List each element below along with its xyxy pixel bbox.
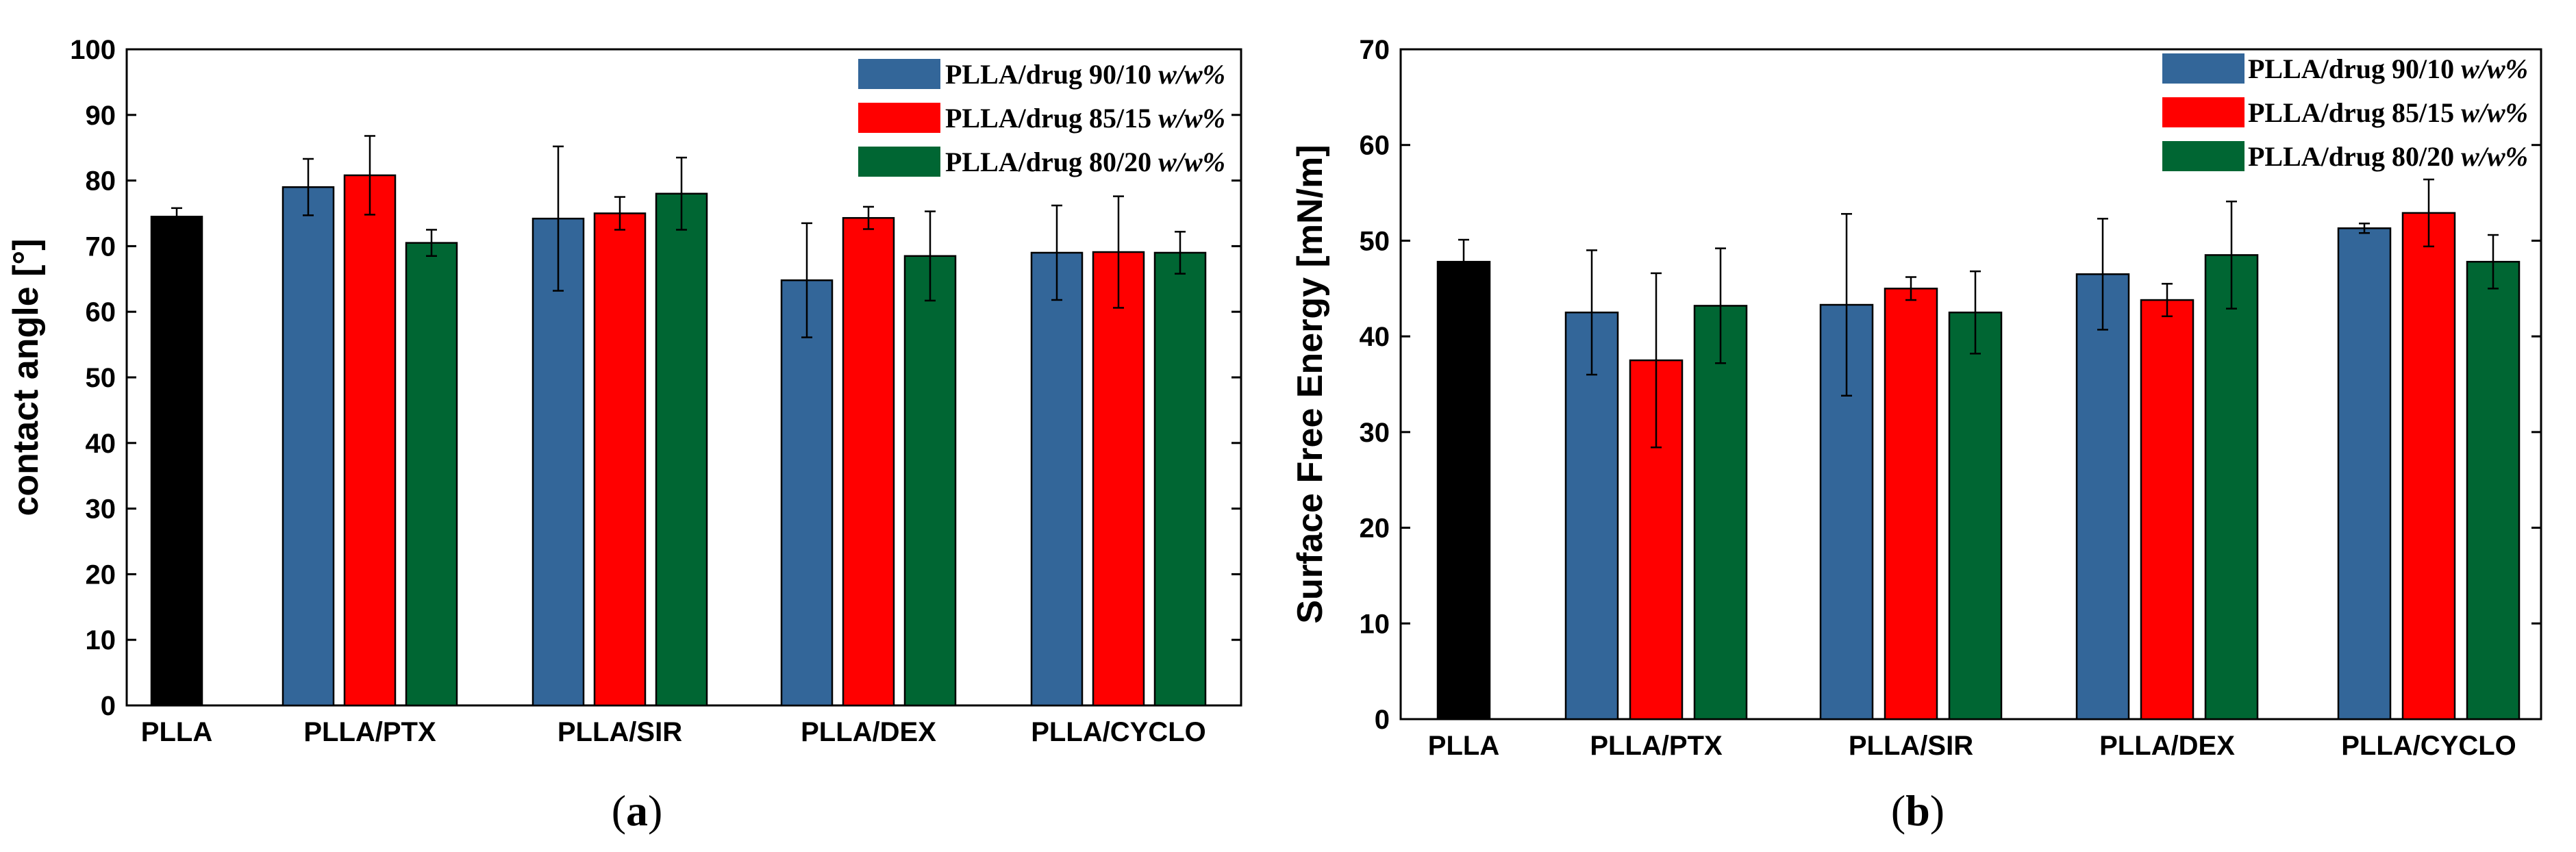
y-tick-label: 0 [101, 691, 116, 721]
legend-unit: w/w% [1158, 59, 1225, 90]
legend-series-name: PLLA/drug 80/20 [945, 147, 1158, 177]
y-tick-label: 40 [86, 429, 116, 459]
legend-series-name: PLLA/drug 80/20 [2248, 141, 2461, 172]
caption-open: ( [612, 786, 626, 835]
bar [2466, 260, 2521, 721]
chart-b: 0 10 20 30 40 50 60 70 Surface Free Energy [mN/m… [1290, 35, 2542, 835]
bar [2075, 273, 2130, 721]
legend-unit: w/w% [2461, 97, 2528, 128]
panel-caption: (a) [612, 786, 663, 835]
bar [593, 212, 647, 707]
bar [1693, 305, 1748, 721]
bar [903, 255, 957, 707]
legend-unit: w/w% [2461, 141, 2528, 172]
legend-series-name: PLLA/drug 85/15 [2248, 97, 2461, 128]
y-tick-label: 60 [86, 297, 116, 327]
chart-a: 0 10 20 30 40 50 60 70 80 90 100 contact angle [°] P… [6, 35, 1242, 835]
y-tick-label: 10 [86, 625, 116, 655]
legend-swatch [858, 103, 940, 133]
x-category-label: PLLA/CYCLO [1031, 717, 1206, 747]
legend-label: PLLA/drug 90/10 w/w% [945, 59, 1225, 90]
legend-swatch [2162, 141, 2244, 171]
legend-series-name: PLLA/drug 85/15 [945, 103, 1158, 134]
y-tick-label: 90 [86, 101, 116, 131]
caption-open: ( [1891, 786, 1905, 835]
y-tick-label: 20 [1360, 514, 1390, 544]
panel-caption: (b) [1891, 786, 1944, 835]
legend-label: PLLA/drug 80/20 w/w% [945, 147, 1225, 177]
bar [2140, 299, 2194, 721]
x-category-label: PLLA/DEX [801, 717, 936, 747]
bar [1030, 251, 1084, 707]
bar [1153, 251, 1207, 707]
bar [1884, 288, 1938, 721]
y-tick-label: 30 [86, 494, 116, 525]
y-axis-title: contact angle [°] [6, 238, 46, 516]
x-category-label: PLLA/SIR [558, 717, 682, 747]
caption-letter: b [1905, 786, 1930, 835]
x-category-label: PLLA/DEX [2099, 731, 2235, 761]
legend-unit: w/w% [1158, 147, 1225, 177]
bar [1436, 260, 1491, 721]
legend-series-name: PLLA/drug 90/10 [945, 59, 1158, 90]
legend-swatch [858, 59, 940, 89]
y-tick-label: 100 [70, 35, 116, 65]
bar [343, 174, 397, 707]
y-tick-label: 70 [1360, 35, 1390, 65]
x-category-label: PLLA/SIR [1849, 731, 1973, 761]
y-tick-label: 20 [86, 560, 116, 590]
legend-label: PLLA/drug 90/10 w/w% [2248, 53, 2528, 84]
x-category-label: PLLA/CYCLO [2341, 731, 2516, 761]
legend-label: PLLA/drug 85/15 w/w% [945, 103, 1225, 134]
bar [1948, 311, 2003, 721]
x-category-label: PLLA [141, 717, 212, 747]
bar [150, 216, 203, 707]
caption-close: ) [648, 786, 662, 835]
legend-unit: w/w% [2461, 53, 2528, 84]
bar [405, 242, 458, 707]
y-tick-label: 30 [1360, 418, 1390, 448]
legend-swatch [2162, 97, 2244, 127]
bar [780, 279, 834, 707]
x-category-label: PLLA/PTX [303, 717, 436, 747]
caption-letter: a [626, 786, 648, 835]
y-tick-label: 10 [1360, 609, 1390, 639]
legend-unit: w/w% [1158, 103, 1225, 134]
legend-series-name: PLLA/drug 90/10 [2248, 53, 2461, 84]
y-tick-label: 70 [86, 231, 116, 262]
bar [2337, 227, 2392, 721]
x-category-label: PLLA [1428, 731, 1499, 761]
legend-swatch [2162, 53, 2244, 84]
bar [1564, 311, 1619, 721]
bar [2204, 254, 2259, 721]
bar [655, 192, 708, 707]
x-category-label: PLLA/PTX [1590, 731, 1723, 761]
bar [282, 186, 335, 707]
y-tick-label: 80 [86, 166, 116, 197]
y-axis-title: Surface Free Energy [mN/m] [1290, 145, 1330, 623]
bar [1092, 251, 1145, 707]
y-tick-label: 50 [1360, 226, 1390, 256]
y-tick-label: 60 [1360, 131, 1390, 161]
legend-label: PLLA/drug 85/15 w/w% [2248, 97, 2528, 128]
y-tick-label: 0 [1375, 705, 1390, 735]
y-tick-label: 50 [86, 363, 116, 393]
legend-label: PLLA/drug 80/20 w/w% [2248, 141, 2528, 172]
legend-swatch [858, 147, 940, 177]
caption-close: ) [1930, 786, 1944, 835]
bar [2401, 212, 2456, 721]
bar [842, 216, 895, 707]
y-tick-label: 40 [1360, 322, 1390, 352]
bar [532, 217, 585, 707]
